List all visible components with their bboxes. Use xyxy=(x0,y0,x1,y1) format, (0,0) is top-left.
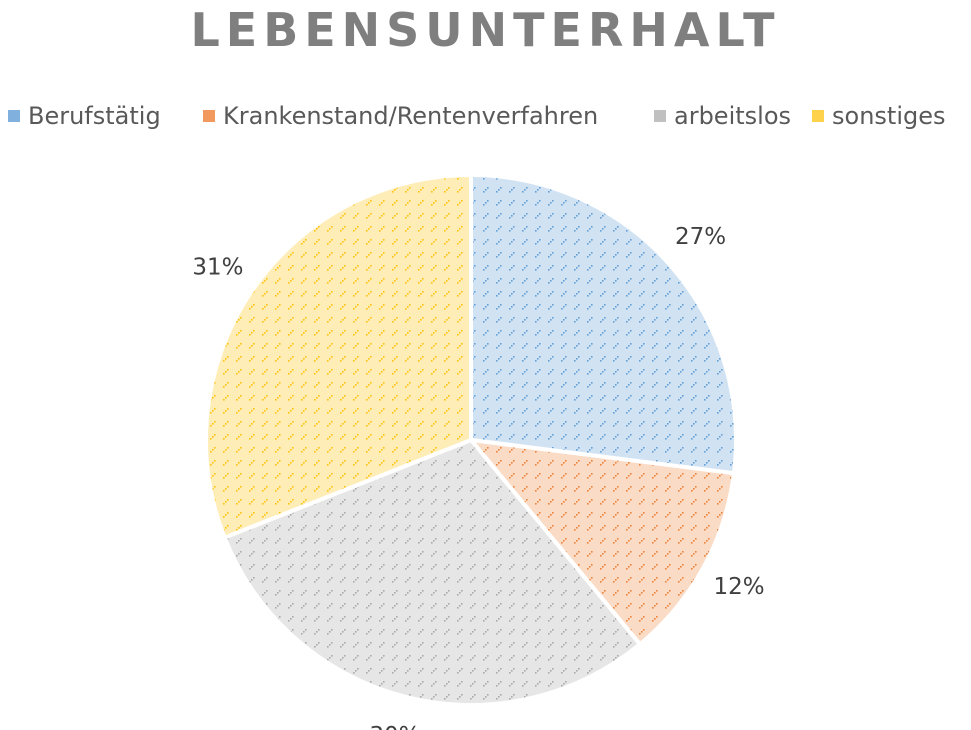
legend-item-berufstaetig: Berufstätig xyxy=(8,100,161,132)
pie-slices xyxy=(204,173,738,707)
data-label-krankenstand: 12% xyxy=(714,574,765,600)
pie-slice-sonstiges xyxy=(204,173,473,540)
legend-label-krankenstand: Krankenstand/Rentenverfahren xyxy=(223,102,599,130)
pie-slice-krankenstand xyxy=(469,438,736,647)
data-label-sonstiges: 31% xyxy=(192,255,243,281)
chart-title: LEBENSUNTERHALT xyxy=(190,3,781,57)
legend-swatch-krankenstand xyxy=(203,110,215,122)
pie-slice-arbeitslos xyxy=(222,438,642,707)
legend-item-arbeitslos: arbeitslos xyxy=(654,100,791,132)
data-label-arbeitslos: 30% xyxy=(369,723,420,730)
legend-label-berufstaetig: Berufstätig xyxy=(28,102,161,130)
legend-swatch-berufstaetig xyxy=(8,110,20,122)
data-label-berufstaetig: 27% xyxy=(675,224,726,250)
legend-label-arbeitslos: arbeitslos xyxy=(674,102,792,130)
legend-swatch-sonstiges xyxy=(812,110,824,122)
legend-item-sonstiges: sonstiges xyxy=(812,100,945,132)
legend: Berufstätig Krankenstand/Rentenverfahren… xyxy=(0,100,971,132)
pie-labels: 27% 12% 30% 31% xyxy=(192,224,764,730)
pie-slice-berufstaetig xyxy=(469,173,738,476)
legend-item-krankenstand: Krankenstand/Rentenverfahren xyxy=(203,100,598,132)
legend-label-sonstiges: sonstiges xyxy=(832,102,946,130)
legend-swatch-arbeitslos xyxy=(654,110,666,122)
